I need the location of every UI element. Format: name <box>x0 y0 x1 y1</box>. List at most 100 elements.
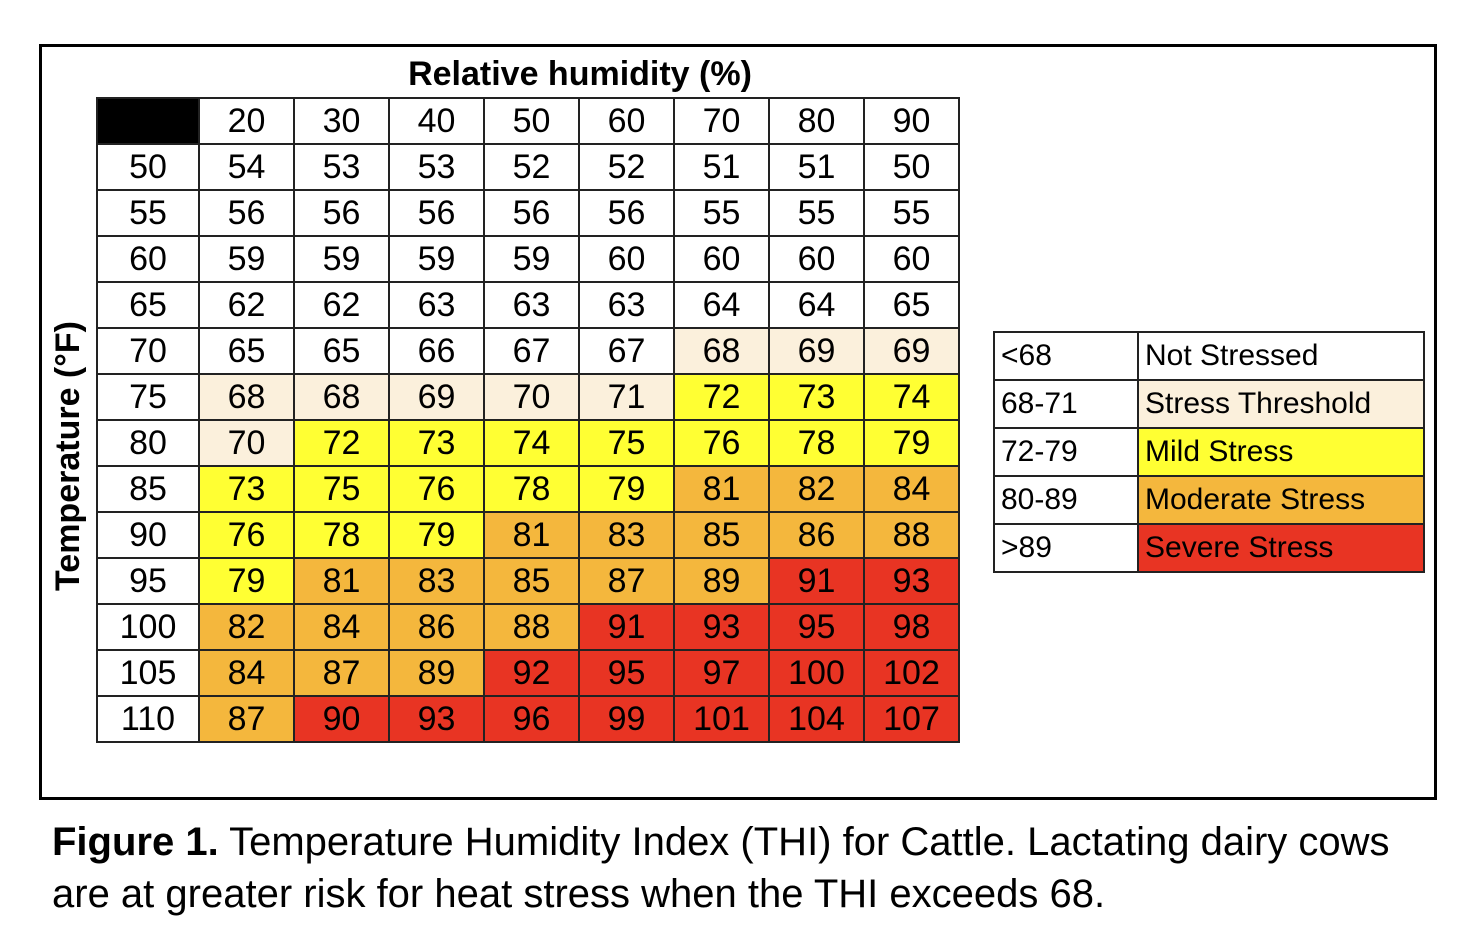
thi-cell: 60 <box>578 235 675 283</box>
thi-cell: 60 <box>673 235 770 283</box>
table-row: 50 54 53 53 52 52 51 51 50 <box>96 143 960 191</box>
legend-range: 80-89 <box>993 475 1139 525</box>
stress-legend: <68 Not Stressed 68-71 Stress Threshold 72-7… <box>993 331 1425 573</box>
legend-range: >89 <box>993 523 1139 573</box>
thi-cell: 72 <box>293 419 390 467</box>
x-tick-label: 40 <box>388 97 485 145</box>
thi-cell: 67 <box>578 327 675 375</box>
humidity-header-row: 20 30 40 50 60 70 80 90 <box>96 97 960 145</box>
thi-cell: 97 <box>673 649 770 697</box>
thi-cell: 81 <box>673 465 770 513</box>
legend-label: Stress Threshold <box>1137 379 1425 429</box>
thi-cell: 89 <box>388 649 485 697</box>
thi-cell: 78 <box>483 465 580 513</box>
thi-cell: 74 <box>483 419 580 467</box>
table-row: 70 65 65 66 67 67 68 69 69 <box>96 327 960 375</box>
thi-cell: 87 <box>198 695 295 743</box>
thi-cell: 78 <box>293 511 390 559</box>
thi-cell: 102 <box>863 649 960 697</box>
thi-cell: 60 <box>768 235 865 283</box>
thi-cell: 73 <box>388 419 485 467</box>
y-tick-label: 85 <box>96 465 200 513</box>
thi-cell: 62 <box>293 281 390 329</box>
thi-cell: 88 <box>863 511 960 559</box>
thi-cell: 104 <box>768 695 865 743</box>
legend-entry: >89 Severe Stress <box>993 523 1425 573</box>
figure-frame <box>39 44 1437 800</box>
thi-cell: 86 <box>768 511 865 559</box>
thi-cell: 66 <box>388 327 485 375</box>
thi-cell: 56 <box>578 189 675 237</box>
thi-cell: 95 <box>578 649 675 697</box>
thi-cell: 54 <box>198 143 295 191</box>
legend-entry: 80-89 Moderate Stress <box>993 475 1425 525</box>
y-tick-label: 75 <box>96 373 200 421</box>
table-row: 75 68 68 69 70 71 72 73 74 <box>96 373 960 421</box>
y-tick-label: 65 <box>96 281 200 329</box>
table-row: 105 84 87 89 92 95 97 100 102 <box>96 649 960 697</box>
legend-label: Mild Stress <box>1137 427 1425 477</box>
x-tick-label: 50 <box>483 97 580 145</box>
thi-cell: 98 <box>863 603 960 651</box>
thi-cell: 56 <box>483 189 580 237</box>
thi-cell: 52 <box>483 143 580 191</box>
thi-cell: 84 <box>293 603 390 651</box>
table-row: 65 62 62 63 63 63 64 64 65 <box>96 281 960 329</box>
thi-cell: 55 <box>673 189 770 237</box>
thi-cell: 83 <box>388 557 485 605</box>
thi-cell: 99 <box>578 695 675 743</box>
thi-body: 50 54 53 53 52 52 51 51 50 55 56 56 56 56 56 55 55 55 60 59… <box>96 143 960 743</box>
x-tick-label: 30 <box>293 97 390 145</box>
thi-cell: 55 <box>768 189 865 237</box>
thi-cell: 68 <box>293 373 390 421</box>
legend-entry: <68 Not Stressed <box>993 331 1425 381</box>
thi-cell: 68 <box>673 327 770 375</box>
thi-cell: 50 <box>863 143 960 191</box>
thi-cell: 65 <box>863 281 960 329</box>
thi-cell: 65 <box>293 327 390 375</box>
thi-cell: 53 <box>388 143 485 191</box>
thi-cell: 56 <box>293 189 390 237</box>
legend-entry: 72-79 Mild Stress <box>993 427 1425 477</box>
thi-heatmap-table: 20 30 40 50 60 70 80 90 50 54 53 53 52 52 51 51 50 55 56 5… <box>96 97 960 743</box>
thi-cell: 56 <box>198 189 295 237</box>
thi-cell: 93 <box>863 557 960 605</box>
thi-cell: 85 <box>483 557 580 605</box>
thi-cell: 81 <box>293 557 390 605</box>
y-tick-label: 100 <box>96 603 200 651</box>
thi-cell: 59 <box>483 235 580 283</box>
legend-entry: 68-71 Stress Threshold <box>993 379 1425 429</box>
thi-cell: 59 <box>198 235 295 283</box>
thi-cell: 63 <box>388 281 485 329</box>
thi-cell: 67 <box>483 327 580 375</box>
thi-cell: 86 <box>388 603 485 651</box>
thi-cell: 69 <box>863 327 960 375</box>
y-tick-label: 60 <box>96 235 200 283</box>
thi-cell: 79 <box>578 465 675 513</box>
x-tick-label: 80 <box>768 97 865 145</box>
legend-range: 72-79 <box>993 427 1139 477</box>
legend-range: <68 <box>993 331 1139 381</box>
thi-cell: 82 <box>198 603 295 651</box>
thi-cell: 69 <box>768 327 865 375</box>
thi-cell: 76 <box>388 465 485 513</box>
thi-cell: 52 <box>578 143 675 191</box>
legend-range: 68-71 <box>993 379 1139 429</box>
thi-cell: 95 <box>768 603 865 651</box>
thi-cell: 70 <box>198 419 295 467</box>
thi-cell: 79 <box>198 557 295 605</box>
thi-cell: 59 <box>293 235 390 283</box>
x-axis-label: Relative humidity (%) <box>408 55 752 93</box>
x-tick-label: 20 <box>198 97 295 145</box>
y-tick-label: 50 <box>96 143 200 191</box>
thi-cell: 59 <box>388 235 485 283</box>
x-tick-label: 60 <box>578 97 675 145</box>
thi-cell: 89 <box>673 557 770 605</box>
thi-cell: 81 <box>483 511 580 559</box>
thi-cell: 101 <box>673 695 770 743</box>
thi-cell: 83 <box>578 511 675 559</box>
thi-cell: 93 <box>388 695 485 743</box>
y-tick-label: 70 <box>96 327 200 375</box>
x-tick-label: 70 <box>673 97 770 145</box>
thi-cell: 53 <box>293 143 390 191</box>
